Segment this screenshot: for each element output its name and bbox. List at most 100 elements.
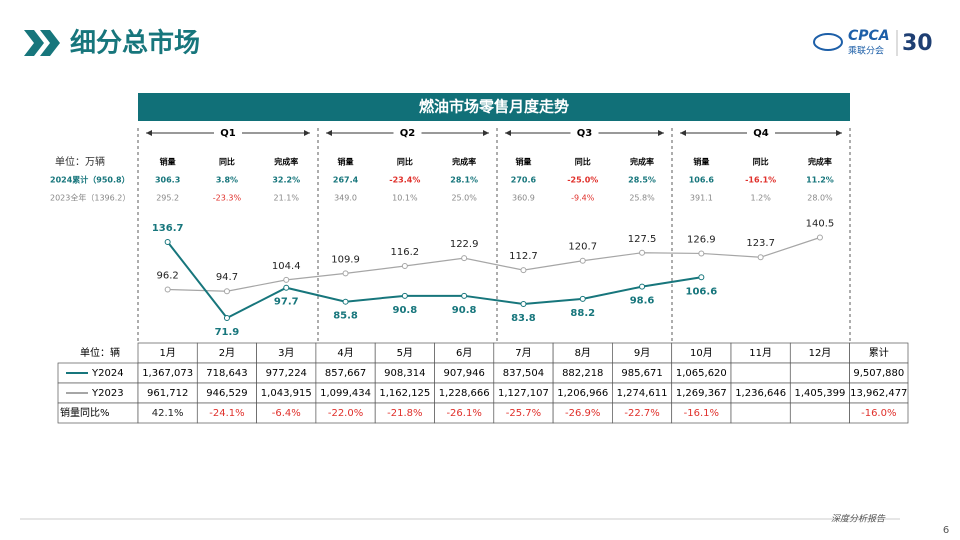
- yoy-text: -22.0%: [328, 408, 363, 419]
- unit-label: 单位：万辆: [55, 155, 105, 168]
- data-label: 109.9: [331, 254, 360, 265]
- cell-text: 1,269,367: [676, 388, 727, 399]
- cell-text: 977,224: [266, 368, 307, 379]
- point: [223, 315, 230, 321]
- cell-text: 1,236,646: [735, 388, 786, 399]
- legend-label: Y2024: [91, 368, 124, 379]
- cell-text: 1,206,966: [557, 388, 608, 399]
- header-text: 1月: [159, 347, 175, 359]
- data-label: 122.9: [450, 239, 479, 250]
- cell: 106.6: [689, 176, 715, 185]
- chart-title-bar: [138, 93, 850, 121]
- logo: CPCA: [848, 28, 890, 44]
- cell: 11.2%: [806, 176, 834, 185]
- header-text: 6月: [456, 347, 472, 359]
- cell: 25.0%: [451, 194, 477, 203]
- cell-text: 837,504: [503, 368, 544, 379]
- point: [283, 284, 290, 291]
- cell-text: 13,962,477: [850, 388, 907, 399]
- data-label: 123.7: [746, 238, 775, 249]
- data-label: 127.5: [628, 234, 657, 245]
- header-text: 2月: [219, 347, 235, 359]
- data-cell: [730, 362, 791, 384]
- point: [579, 257, 586, 264]
- column-header: 完成率: [452, 157, 476, 167]
- header-text: 10月: [690, 347, 713, 359]
- cell: 25.8%: [629, 194, 655, 203]
- point: [816, 234, 823, 241]
- slide-title: 细分总市场: [70, 28, 200, 59]
- point: [223, 288, 230, 295]
- data-cell: [730, 402, 791, 424]
- point: [639, 249, 646, 256]
- cell-text: 946,529: [206, 388, 247, 399]
- cell-text: 985,671: [621, 368, 662, 379]
- yoy-text: -26.1%: [446, 408, 481, 419]
- cell-text: 1,228,666: [439, 388, 490, 399]
- column-header: 完成率: [630, 157, 654, 167]
- data-label: 85.8: [333, 311, 358, 322]
- cell-text: 908,314: [384, 368, 425, 379]
- cell-text: 907,946: [443, 368, 484, 379]
- cell: 10.1%: [392, 194, 418, 203]
- series-line: [167, 236, 821, 292]
- cell: 295.2: [156, 194, 179, 203]
- data-label: 88.2: [570, 308, 595, 319]
- data-label: 116.2: [391, 247, 420, 258]
- point: [520, 267, 527, 274]
- anniversary: 30: [902, 31, 933, 56]
- header-text: 3月: [278, 347, 294, 359]
- legend-label: Y2023: [91, 388, 124, 399]
- row-label: 2024累计（950.8）: [50, 175, 130, 185]
- data-label: 90.8: [452, 305, 477, 316]
- chevron: [24, 30, 44, 56]
- quarter-label: Q1: [220, 128, 236, 139]
- cell: 1.2%: [750, 194, 771, 203]
- cell: -23.3%: [213, 194, 242, 203]
- point: [698, 250, 705, 257]
- column-header: 销量: [160, 157, 176, 167]
- column-header: 销量: [693, 157, 709, 167]
- cell-text: 1,099,434: [320, 388, 371, 399]
- header-text: 4月: [337, 347, 353, 359]
- data-label: 90.8: [393, 305, 418, 316]
- cell: 270.6: [511, 176, 537, 185]
- cell: -16.1%: [745, 176, 776, 185]
- point: [461, 255, 468, 262]
- header-text: 12月: [809, 347, 832, 359]
- point: [461, 292, 468, 299]
- cell: 28.1%: [450, 176, 478, 185]
- point: [401, 292, 408, 299]
- quarter-label: Q2: [400, 128, 416, 139]
- cell-text: 1,127,107: [498, 388, 549, 399]
- chart-title: 燃油市场零售月度走势: [419, 98, 569, 116]
- header-text: 9月: [634, 347, 650, 359]
- logo-sub: 乘联分会: [848, 45, 884, 57]
- cell-text: 857,667: [325, 368, 366, 379]
- yoy-text: -16.0%: [861, 408, 896, 419]
- cell: 391.1: [690, 194, 713, 203]
- cell-text: 1,065,620: [676, 368, 727, 379]
- logo-icon: [813, 33, 843, 51]
- header-text: 7月: [515, 347, 531, 359]
- cell: 306.3: [155, 176, 180, 185]
- cell-text: 1,274,611: [617, 388, 668, 399]
- data-label: 71.9: [215, 327, 240, 338]
- column-header: 销量: [338, 157, 354, 167]
- cell: -25.0%: [567, 176, 598, 185]
- data-label: 112.7: [509, 251, 538, 262]
- column-header: 同比: [397, 157, 413, 167]
- quarter-label: Q3: [577, 128, 593, 139]
- yoy-label: 销量同比%: [60, 406, 110, 419]
- point: [342, 298, 349, 305]
- data-label: 140.5: [806, 219, 835, 230]
- yoy-text: -25.7%: [506, 408, 541, 419]
- data-cell: [789, 362, 850, 384]
- data-label: 96.2: [157, 270, 179, 281]
- yoy-text: -26.9%: [565, 408, 600, 419]
- cell: 28.5%: [628, 176, 656, 185]
- data-cell: [849, 402, 909, 424]
- data-label: 94.7: [216, 272, 238, 283]
